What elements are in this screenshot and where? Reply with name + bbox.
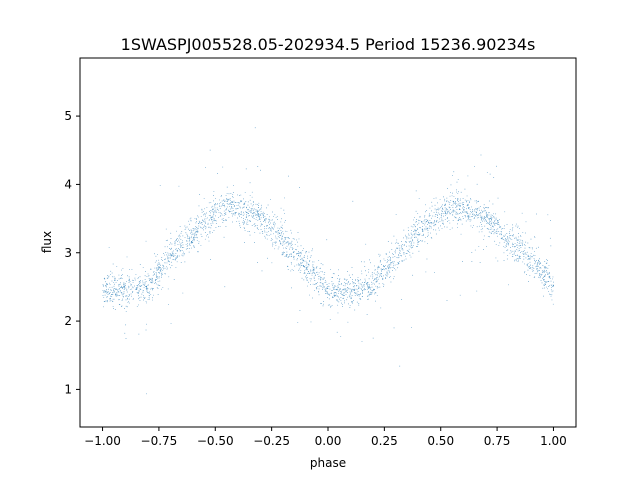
y-tick-label: 5 xyxy=(64,109,72,123)
y-tick-label: 1 xyxy=(64,382,72,396)
x-axis-label: phase xyxy=(310,456,346,470)
chart-title: 1SWASPJ005528.05-202934.5 Period 15236.9… xyxy=(121,35,536,54)
x-tick-label: 0.00 xyxy=(315,434,342,448)
plot-area-frame xyxy=(79,57,577,428)
x-tick-label: −1.00 xyxy=(84,434,121,448)
x-tick-label: −0.25 xyxy=(253,434,290,448)
x-tick-label: 0.75 xyxy=(484,434,511,448)
y-tick-label: 2 xyxy=(64,314,72,328)
y-tick-label: 3 xyxy=(64,246,72,260)
scatter-points xyxy=(102,127,554,395)
x-tick-label: −0.50 xyxy=(197,434,234,448)
x-tick-label: 1.00 xyxy=(540,434,567,448)
x-tick-label: 0.25 xyxy=(371,434,398,448)
y-axis-ticks: 1 2 3 4 5 xyxy=(64,109,80,396)
x-tick-label: 0.50 xyxy=(427,434,454,448)
y-axis-label: flux xyxy=(40,231,54,253)
x-tick-label: −0.75 xyxy=(141,434,178,448)
series-0-points xyxy=(102,127,554,395)
y-tick-label: 4 xyxy=(64,177,72,191)
x-axis-ticks: −1.00 −0.75 −0.50 −0.25 0.00 0.25 0.50 0.75 1.00 xyxy=(84,427,567,448)
